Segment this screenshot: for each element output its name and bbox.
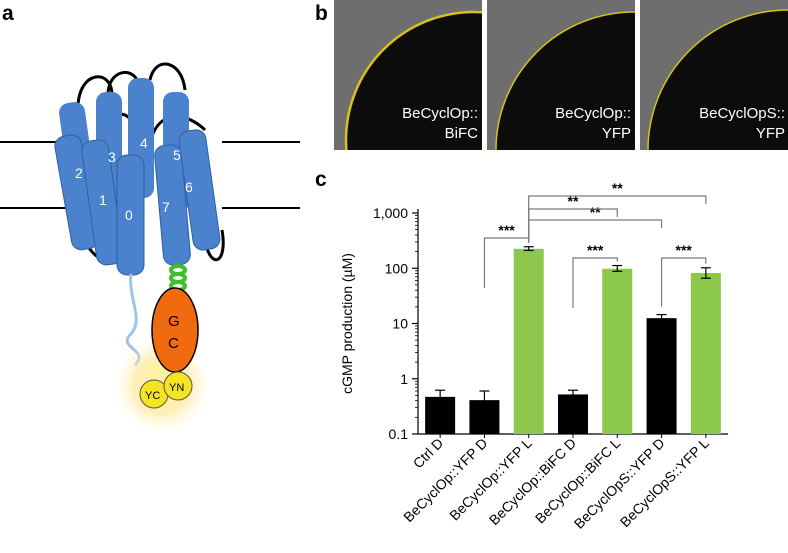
significance-brackets: ****** ********* [483,180,707,308]
helix-6 [178,129,221,251]
panel-letter-a: a [2,2,14,25]
helix-label: 0 [125,207,133,223]
helix-label: 4 [140,135,148,151]
helix-1 [81,139,124,266]
bar [602,268,633,434]
micrograph-label-1-line2: BiFC [445,125,479,142]
rhodopsin-gc-schematic: 2 1 0 3 4 5 6 7 G C YC YN [0,62,300,430]
y-axis-label: cGMP production (µM) [339,253,355,394]
significance-label: ** [590,204,601,220]
micrograph-1 [334,0,482,150]
helix-label: 5 [173,147,181,163]
significance-bracket [660,257,707,307]
y-tick-label: 100 [385,260,409,276]
coiled-coil [169,264,187,292]
bar [513,248,544,434]
bar [646,318,677,434]
micrograph-3 [640,0,788,150]
significance-label: ** [612,180,623,196]
bar [558,394,588,434]
error-bars [435,246,711,409]
helix-label: 6 [185,179,193,195]
gc-domain [151,287,199,373]
micrograph-label-3-line1: BeCyclOpS:: [699,105,785,122]
micrograph-label-1-line1: BeCyclOp:: [402,105,478,122]
significance-bracket [528,219,663,243]
helices-front [54,129,221,276]
significance-label: ** [568,193,579,209]
helix-labels: 2 1 0 3 4 5 6 7 [75,135,193,223]
yn-half [163,371,193,401]
micrograph-label-2-line1: BeCyclOp:: [555,105,631,122]
significance-bracket [572,257,618,308]
x-tick-label: Ctrl D [410,435,447,472]
helix-label: 3 [108,149,116,165]
gc-label-c: C [168,335,179,352]
helix-label: 2 [75,165,83,181]
y-tick-label: 10 [392,316,408,332]
micrograph-2 [487,0,635,150]
panel-letter-c: c [315,168,327,191]
yn-label: YN [169,382,184,394]
panel-letter-b: b [315,2,328,25]
bars [425,248,721,434]
micrograph-strip: BeCyclOp:: BiFC BeCyclOp:: YFP BeCyclOpS… [334,0,788,150]
y-tick-label: 1 [400,371,408,387]
significance-label: *** [498,222,515,238]
significance-label: *** [587,242,604,258]
helix-label: 7 [162,199,170,215]
gc-label-g: G [168,313,180,330]
y-tick-label: 0.1 [389,426,409,442]
micrograph-label-2-line2: YFP [602,125,631,142]
significance-bracket [528,195,707,243]
yc-label: YC [145,390,160,402]
significance-bracket [528,208,618,243]
y-tick-label: 1,000 [373,205,408,221]
significance-label: *** [676,242,693,258]
x-tick-label: BeCyclOp::YFP L [446,435,535,524]
micrograph-label-3-line2: YFP [756,125,785,142]
helix-label: 1 [99,192,107,208]
bar [690,273,721,434]
